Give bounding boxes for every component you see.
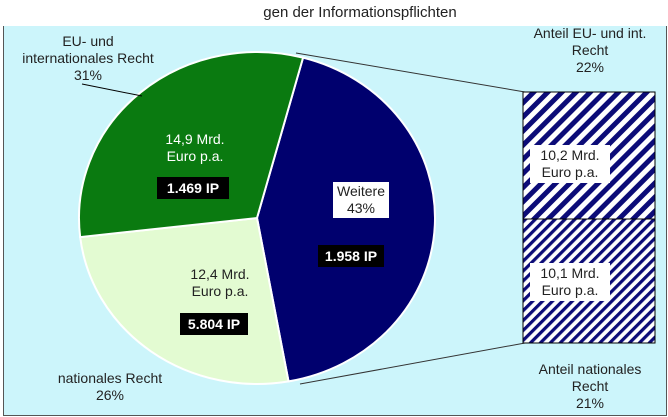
chart-title-partial: gen der Informationspflichten bbox=[263, 4, 457, 21]
eu-slice-name-line1: EU- und bbox=[62, 33, 114, 49]
breakdown-national-value-line1: 10,1 Mrd. bbox=[540, 265, 600, 281]
national-slice-percent: 26% bbox=[95, 387, 125, 403]
breakdown-national-value: 10,1 Mrd. Euro p.a. bbox=[530, 263, 610, 301]
breakdown-eu-value-line2: Euro p.a. bbox=[541, 164, 599, 180]
connector-top bbox=[295, 52, 526, 93]
pie-slice-eu bbox=[78, 51, 305, 239]
connector-bottom bbox=[299, 342, 526, 385]
eu-slice-cost: 14,9 Mrd. Euro p.a. bbox=[140, 131, 250, 165]
national-slice-name: nationales Recht 26% bbox=[40, 370, 180, 404]
breakdown-national-percent: 21% bbox=[575, 395, 605, 411]
breakdown-eu-value: 10,2 Mrd. Euro p.a. bbox=[530, 145, 610, 183]
breakdown-national-title-line1: Anteil nationales bbox=[538, 361, 642, 377]
weitere-slice-percent: 43% bbox=[346, 200, 376, 216]
eu-slice-cost-line1: 14,9 Mrd. bbox=[165, 131, 225, 147]
eu-slice-name: EU- und internationales Recht 31% bbox=[8, 33, 168, 84]
breakdown-national-value-line2: Euro p.a. bbox=[541, 282, 599, 298]
breakdown-eu-title-line1: Anteil EU- und int. bbox=[533, 25, 647, 41]
eu-slice-percent: 31% bbox=[73, 67, 103, 83]
breakdown-eu-title-line2: Recht bbox=[571, 42, 609, 58]
breakdown-national-title-line2: Recht bbox=[571, 378, 609, 394]
eu-slice-name-line2: internationales Recht bbox=[22, 50, 154, 66]
national-slice-cost: 12,4 Mrd. Euro p.a. bbox=[165, 266, 275, 300]
weitere-slice-ip: 1.958 IP bbox=[318, 245, 384, 267]
breakdown-eu-percent: 22% bbox=[575, 59, 605, 75]
national-slice-ip: 5.804 IP bbox=[180, 313, 248, 335]
national-slice-cost-line2: Euro p.a. bbox=[191, 283, 249, 299]
breakdown-eu-title: Anteil EU- und int. Recht 22% bbox=[520, 25, 660, 76]
pie-slice-weitere bbox=[255, 56, 436, 383]
national-slice-cost-line1: 12,4 Mrd. bbox=[190, 266, 250, 282]
breakdown-national-title: Anteil nationales Recht 21% bbox=[520, 361, 660, 412]
weitere-slice-name: Weitere bbox=[337, 183, 385, 199]
pie-slice-national bbox=[79, 216, 290, 385]
weitere-slice-label: Weitere 43% bbox=[333, 182, 389, 218]
breakdown-eu-value-line1: 10,2 Mrd. bbox=[540, 147, 600, 163]
eu-slice-cost-line2: Euro p.a. bbox=[166, 148, 224, 164]
eu-slice-ip: 1.469 IP bbox=[157, 177, 229, 199]
national-slice-name-text: nationales Recht bbox=[57, 370, 163, 386]
leader-eu bbox=[81, 83, 143, 97]
